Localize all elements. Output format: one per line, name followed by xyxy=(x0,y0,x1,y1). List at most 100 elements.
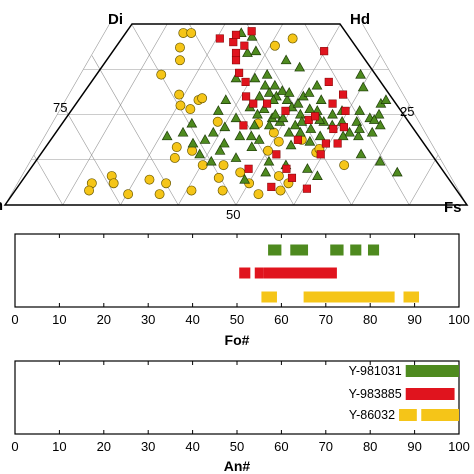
data-point-square xyxy=(324,77,333,86)
data-point-triangle xyxy=(230,72,242,83)
x-tick-label: 30 xyxy=(141,312,155,327)
data-point-circle xyxy=(144,174,155,185)
range-bar xyxy=(254,267,264,279)
data-point-triangle xyxy=(263,119,275,130)
data-point-square xyxy=(231,56,241,65)
ternary-grid-line xyxy=(362,23,468,206)
data-point-square xyxy=(239,121,248,130)
range-bar xyxy=(263,267,337,279)
data-point-triangle xyxy=(245,130,257,141)
data-point-circle xyxy=(185,104,196,115)
data-point-triangle xyxy=(246,30,258,41)
an-bars xyxy=(399,365,459,421)
data-point-triangle xyxy=(259,79,271,90)
data-point-square xyxy=(321,139,330,148)
data-point-triangle xyxy=(269,108,281,119)
data-point-square xyxy=(262,99,272,108)
x-tick-label: 0 xyxy=(11,312,18,327)
x-tick-label: 30 xyxy=(141,439,155,454)
data-point-triangle xyxy=(219,121,231,132)
data-point-triangle xyxy=(355,148,367,159)
data-point-triangle xyxy=(252,108,263,119)
data-point-triangle xyxy=(311,79,323,90)
data-point-triangle xyxy=(260,166,272,177)
data-point-triangle xyxy=(254,90,265,101)
data-point-circle xyxy=(339,160,350,171)
x-tick-label: 90 xyxy=(407,312,421,327)
data-point-circle xyxy=(217,185,228,196)
series-label: Y-981031 xyxy=(349,364,402,378)
data-point-square xyxy=(311,112,320,121)
data-point-circle xyxy=(197,93,208,104)
x-tick-label: 20 xyxy=(97,439,111,454)
data-point-square xyxy=(302,184,311,193)
data-point-triangle xyxy=(353,130,364,141)
data-point-square xyxy=(242,92,251,101)
data-point-triangle xyxy=(302,163,313,173)
x-tick-label: 0 xyxy=(11,439,18,454)
data-point-square xyxy=(341,106,350,115)
data-point-triangle xyxy=(276,85,288,95)
vertex-label-hd: Hd xyxy=(350,11,370,28)
an-ticks: 0 10 20 30 40 50 60 70 80 90 100 xyxy=(11,361,470,454)
data-point-circle xyxy=(218,160,229,171)
data-point-circle xyxy=(253,189,264,200)
data-point-triangle xyxy=(187,137,199,148)
x-tick-label: 100 xyxy=(448,439,470,454)
data-point-square xyxy=(329,124,338,134)
ternary-plot: En Fs Di Hd 75 25 50 xyxy=(0,11,469,222)
data-point-circle xyxy=(123,189,134,200)
ternary-grid-line xyxy=(4,23,110,206)
x-tick-label: 70 xyxy=(319,439,333,454)
data-point-circle xyxy=(273,171,284,181)
data-point-square xyxy=(247,27,256,36)
data-point-triangle xyxy=(351,116,363,126)
ternary-grid-line xyxy=(62,105,121,206)
data-point-triangle xyxy=(205,155,217,166)
range-bar xyxy=(330,244,344,256)
data-point-circle xyxy=(154,189,165,200)
ternary-grid-line xyxy=(408,155,439,206)
data-point-triangle xyxy=(355,68,367,79)
data-point-triangle xyxy=(258,103,270,114)
range-bar xyxy=(239,267,251,279)
x-tick-label: 80 xyxy=(363,312,377,327)
range-bar xyxy=(350,244,362,256)
data-point-triangle xyxy=(212,105,224,115)
series-label: Y-983885 xyxy=(349,387,402,401)
fo-axis-title: Fo# xyxy=(225,332,250,348)
range-bar xyxy=(303,291,395,303)
data-point-triangle xyxy=(249,72,261,83)
x-tick-label: 70 xyxy=(319,312,333,327)
data-point-square xyxy=(338,90,348,99)
data-point-triangle xyxy=(242,47,253,57)
data-point-triangle xyxy=(296,116,308,126)
data-point-triangle xyxy=(186,117,198,128)
range-bar xyxy=(290,244,309,256)
data-point-triangle xyxy=(312,170,323,180)
data-point-triangle xyxy=(357,81,369,92)
data-point-triangle xyxy=(303,87,315,97)
data-point-triangle xyxy=(344,126,355,137)
ternary-grid-line xyxy=(33,155,64,206)
data-point-triangle xyxy=(380,94,392,104)
ternary-outline xyxy=(3,23,469,206)
data-point-triangle xyxy=(374,119,386,130)
data-point-square xyxy=(328,99,337,108)
data-point-triangle xyxy=(366,126,378,137)
data-point-triangle xyxy=(283,87,295,97)
x-tick-label: 40 xyxy=(185,439,199,454)
data-point-circle xyxy=(84,185,95,196)
data-point-triangle xyxy=(161,130,173,141)
data-point-circle xyxy=(287,33,298,44)
data-point-triangle xyxy=(194,148,206,159)
series-label: Y-86032 xyxy=(349,408,395,422)
x-tick-label: 60 xyxy=(274,312,288,327)
data-point-triangle xyxy=(374,155,386,166)
data-point-triangle xyxy=(250,45,262,56)
data-point-square xyxy=(241,77,250,86)
data-point-triangle xyxy=(315,94,327,104)
data-point-circle xyxy=(213,172,224,183)
vertex-label-di: Di xyxy=(108,11,123,28)
